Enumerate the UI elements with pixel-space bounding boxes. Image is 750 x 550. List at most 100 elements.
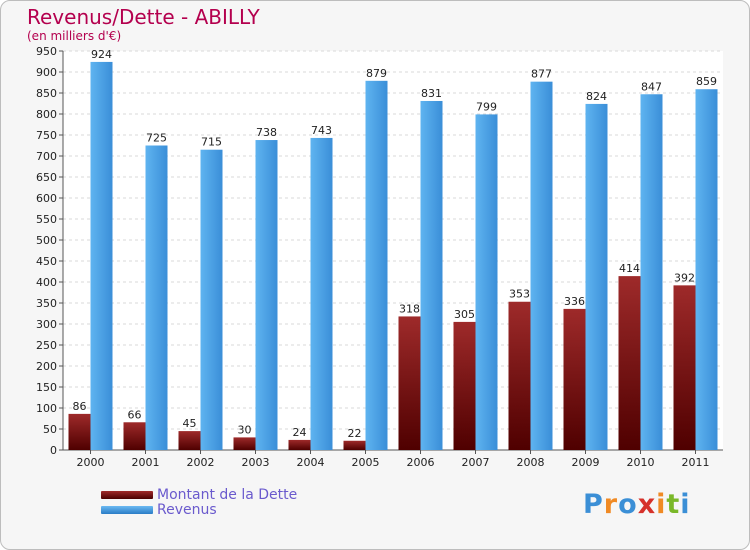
logo-letter: P (583, 489, 604, 520)
chart-title: Revenus/Dette - ABILLY (27, 5, 260, 29)
x-tick-label: 2007 (462, 456, 490, 469)
proxiti-logo: Proxiti (583, 489, 691, 520)
y-tick-label: 50 (43, 423, 57, 436)
data-label-dette: 305 (454, 308, 475, 321)
bar-revenus (145, 145, 168, 450)
bar-revenus (585, 103, 608, 451)
x-tick-label: 2009 (572, 456, 600, 469)
legend-label-revenus: Revenus (157, 501, 217, 518)
data-label-dette: 318 (399, 302, 420, 315)
bar-dette (123, 422, 146, 450)
y-tick-label: 550 (36, 213, 57, 226)
data-label-revenus: 859 (696, 75, 717, 88)
data-label-revenus: 847 (641, 80, 662, 93)
logo-letter: i (680, 489, 691, 520)
data-label-revenus: 799 (476, 100, 497, 113)
bar-dette (178, 431, 201, 450)
x-tick-label: 2005 (352, 456, 380, 469)
y-tick-label: 450 (36, 255, 57, 268)
bar-dette (398, 316, 421, 450)
y-tick-label: 650 (36, 171, 57, 184)
legend-item-dette: Montant de la Dette (101, 486, 298, 503)
data-label-dette: 22 (348, 427, 362, 440)
legend-swatch-revenus (101, 505, 153, 514)
bar-revenus (255, 140, 278, 451)
bar-revenus (530, 81, 553, 450)
y-tick-label: 400 (36, 276, 57, 289)
x-tick-label: 2008 (517, 456, 545, 469)
data-label-dette: 353 (509, 288, 530, 301)
plot-area (63, 51, 723, 450)
data-label-revenus: 715 (201, 136, 222, 149)
bar-revenus (90, 61, 113, 451)
y-tick-label: 950 (36, 45, 57, 58)
bar-revenus (640, 94, 663, 450)
y-tick-label: 350 (36, 297, 57, 310)
bar-revenus (420, 100, 443, 450)
logo-letter: x (637, 489, 657, 520)
data-label-revenus: 824 (586, 90, 607, 103)
data-label-dette: 24 (293, 426, 307, 439)
y-tick-label: 700 (36, 150, 57, 163)
bar-dette (618, 276, 641, 450)
data-label-dette: 66 (128, 408, 142, 421)
y-tick-label: 150 (36, 381, 57, 394)
y-tick-label: 850 (36, 87, 57, 100)
x-tick-label: 2010 (627, 456, 655, 469)
data-label-dette: 336 (564, 295, 585, 308)
data-label-revenus: 738 (256, 126, 277, 139)
y-tick-label: 0 (50, 444, 57, 457)
bar-revenus (200, 149, 223, 450)
chart-subtitle: (en milliers d'€) (27, 29, 122, 43)
y-tick-label: 200 (36, 360, 57, 373)
data-label-dette: 45 (183, 417, 197, 430)
y-tick-label: 300 (36, 318, 57, 331)
data-label-revenus: 725 (146, 132, 167, 145)
bar-dette (343, 440, 366, 450)
y-tick-label: 600 (36, 192, 57, 205)
y-tick-label: 750 (36, 129, 57, 142)
bar-revenus (475, 114, 498, 451)
x-tick-label: 2006 (407, 456, 435, 469)
bar-dette (563, 308, 586, 450)
y-tick-label: 900 (36, 66, 57, 79)
logo-letter: o (618, 489, 638, 520)
bar-dette (288, 439, 311, 450)
legend-item-revenus: Revenus (101, 501, 297, 518)
data-label-dette: 30 (238, 423, 252, 436)
bar-revenus (365, 80, 388, 450)
x-tick-label: 2011 (682, 456, 710, 469)
bar-dette (673, 285, 696, 450)
data-label-revenus: 924 (91, 48, 112, 61)
bar-dette (453, 321, 476, 450)
data-label-dette: 86 (73, 400, 87, 413)
data-label-dette: 414 (619, 262, 640, 275)
x-tick-label: 2001 (132, 456, 160, 469)
bar-dette (68, 413, 91, 450)
logo-letter: t (666, 489, 681, 520)
data-label-revenus: 879 (366, 67, 387, 80)
bar-revenus (695, 89, 718, 450)
data-label-dette: 392 (674, 271, 695, 284)
y-tick-label: 800 (36, 108, 57, 121)
y-tick-label: 500 (36, 234, 57, 247)
logo-letter: r (603, 489, 619, 520)
x-tick-label: 2000 (77, 456, 105, 469)
bar-dette (233, 437, 256, 450)
x-tick-label: 2002 (187, 456, 215, 469)
data-label-revenus: 831 (421, 87, 442, 100)
data-label-revenus: 743 (311, 124, 332, 137)
x-tick-label: 2004 (297, 456, 325, 469)
bar-dette (508, 301, 531, 450)
x-tick-label: 2003 (242, 456, 270, 469)
legend-label-dette: Montant de la Dette (157, 486, 298, 503)
logo-letter: i (656, 489, 667, 520)
y-tick-label: 100 (36, 402, 57, 415)
legend-swatch-dette (101, 490, 153, 499)
data-label-revenus: 877 (531, 68, 552, 81)
y-tick-label: 250 (36, 339, 57, 352)
chart-legend: Montant de la Dette Revenus (101, 486, 298, 518)
bar-revenus (310, 137, 333, 450)
